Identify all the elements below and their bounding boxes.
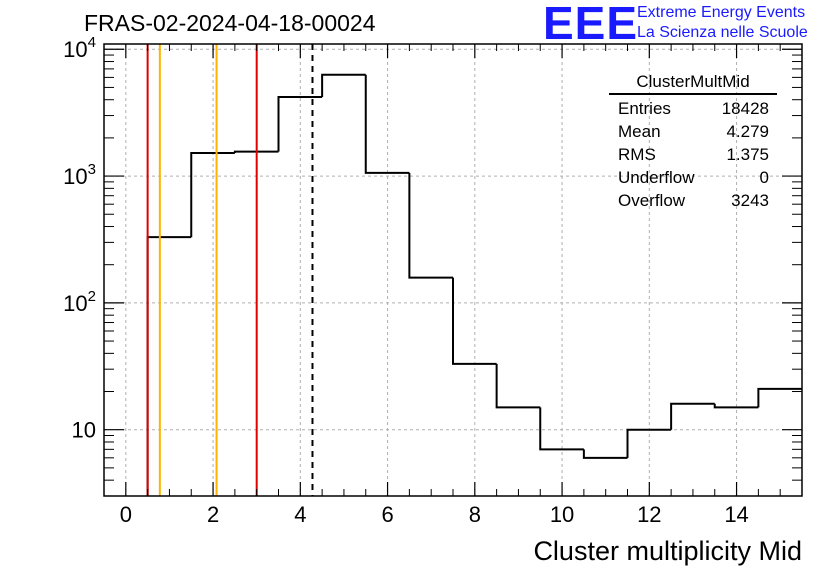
histogram-bin (670, 402, 715, 430)
stats-value: 4.279 (726, 122, 769, 141)
marker-lines (146, 44, 314, 496)
y-tick-label: 102 (63, 288, 96, 316)
logo-line-2: La Scienza nelle Scuole (637, 24, 808, 41)
histogram-bin (539, 407, 584, 451)
stats-label: Mean (618, 122, 661, 141)
axes: 0 2 4 6 8 10 12 14 10 102 103 104 (63, 34, 803, 527)
histogram-bin (582, 449, 628, 459)
x-tick-label: 14 (724, 502, 748, 527)
stats-label: Overflow (618, 191, 686, 210)
histogram-bin (713, 403, 759, 409)
stats-histogram-name: ClusterMultMid (609, 72, 777, 95)
stats-row-entries: Entries 18428 (609, 97, 777, 120)
x-tick-label: 0 (120, 502, 132, 527)
x-tick-label: 12 (637, 502, 661, 527)
stats-label: Entries (618, 99, 671, 118)
y-tick-label: 104 (63, 34, 96, 62)
stats-label: RMS (618, 145, 656, 164)
histogram-bin (495, 363, 541, 409)
stats-value: 0 (759, 168, 769, 187)
y-tick-label: 103 (63, 161, 96, 189)
histogram-bin (452, 277, 497, 365)
stats-box: ClusterMultMid Entries 18428 Mean 4.279 … (609, 72, 777, 212)
eee-logo: EEE Extreme Energy Events La Scienza nel… (543, 0, 833, 49)
stats-value: 1.375 (726, 145, 769, 164)
x-tick-label: 10 (550, 502, 574, 527)
histogram-bin (277, 96, 323, 152)
histogram-bin (408, 172, 453, 279)
stats-label: Underflow (618, 168, 695, 187)
stats-value: 18428 (721, 99, 769, 118)
x-tick-label: 2 (207, 502, 219, 527)
x-tick-label: 4 (294, 502, 306, 527)
stats-value: 3243 (731, 191, 769, 210)
plot-title: FRAS-02-2024-04-18-00024 (84, 10, 376, 36)
logo-line-1: Extreme Energy Events (637, 4, 806, 21)
histogram-bin (233, 150, 279, 154)
x-tick-label: 6 (381, 502, 393, 527)
histogram-bin (146, 236, 192, 496)
stats-row-underflow: Underflow 0 (609, 166, 777, 189)
histogram-bin (626, 428, 672, 458)
eee-logo-mark: EEE (543, 0, 639, 49)
stats-row-rms: RMS 1.375 (609, 143, 777, 166)
stats-row-overflow: Overflow 3243 (609, 189, 777, 212)
histogram-bin (757, 387, 802, 408)
histogram-bin (321, 73, 366, 98)
histogram-bin (364, 74, 410, 174)
x-tick-label: 8 (469, 502, 481, 527)
x-axis-label: Cluster multiplicity Mid (533, 536, 802, 566)
stats-row-mean: Mean 4.279 (609, 120, 777, 143)
histogram-bin (190, 152, 235, 238)
y-tick-label: 10 (72, 418, 96, 443)
